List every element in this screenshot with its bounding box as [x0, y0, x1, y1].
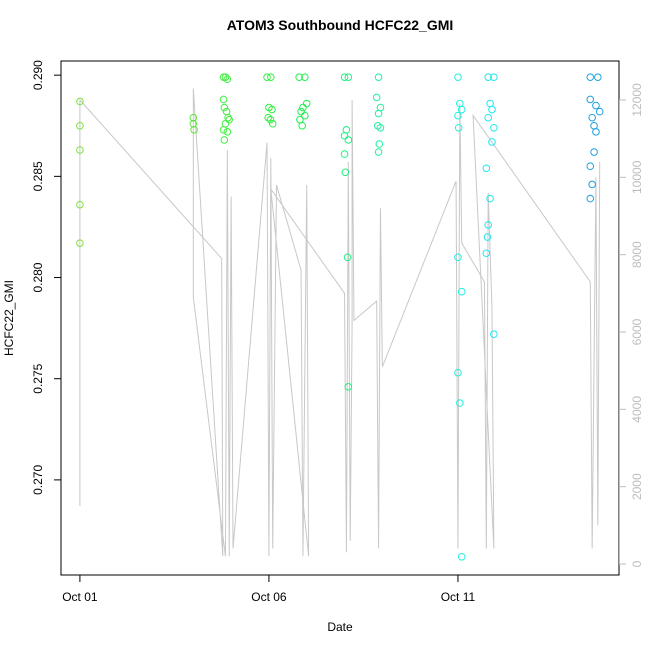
data-point — [295, 73, 303, 81]
data-point — [268, 119, 277, 128]
data-point — [219, 95, 228, 104]
data-point — [341, 168, 350, 177]
data-point — [76, 239, 84, 247]
plot-frame — [60, 60, 620, 576]
data-point — [374, 109, 383, 118]
data-point — [594, 73, 602, 81]
data-point — [344, 136, 353, 144]
data-point — [268, 105, 276, 114]
data-point — [189, 113, 198, 122]
data-point — [220, 136, 229, 144]
data-point — [484, 221, 492, 229]
data-point — [340, 132, 349, 140]
y2-tick-label: 6000 — [630, 318, 644, 345]
data-point — [301, 73, 309, 81]
y-tick-label: 0.275 — [31, 363, 45, 393]
y-tick-label: 0.280 — [31, 262, 45, 292]
data-point — [344, 383, 353, 391]
data-point — [488, 105, 496, 114]
data-point — [343, 253, 352, 262]
data-point — [76, 200, 84, 209]
y2-tick-label: 8000 — [630, 241, 644, 268]
x-tick-label: Oct 06 — [251, 590, 287, 604]
data-point — [482, 249, 491, 258]
data-point — [223, 75, 232, 84]
data-point — [264, 113, 272, 122]
data-point — [454, 253, 462, 262]
altitude-line — [79, 88, 601, 557]
data-point — [592, 128, 600, 136]
x-tick-label: Oct 01 — [62, 590, 98, 604]
data-point — [490, 330, 498, 338]
data-point — [374, 73, 383, 81]
x-axis-label: Date — [327, 620, 353, 634]
data-point — [190, 126, 198, 134]
data-point — [490, 123, 498, 132]
data-point — [223, 128, 232, 136]
data-point — [483, 233, 492, 241]
y-tick-label: 0.290 — [31, 60, 45, 90]
data-point — [263, 73, 271, 81]
data-point — [76, 146, 84, 154]
data-point — [302, 99, 311, 108]
data-point — [221, 73, 230, 81]
data-point — [595, 107, 604, 116]
data-point — [374, 148, 383, 156]
data-point — [225, 115, 234, 124]
data-point — [588, 180, 596, 189]
data-point — [588, 113, 596, 122]
data-point — [340, 73, 349, 81]
y2-tick-label: 0 — [630, 560, 644, 567]
data-point — [344, 73, 353, 81]
data-point — [266, 115, 275, 124]
data-point — [586, 194, 595, 203]
y-axis-label: HCFC22_GMI — [2, 280, 16, 356]
y2-tick-label: 10000 — [630, 160, 644, 194]
data-point — [454, 73, 462, 81]
x-tick-label: Oct 11 — [441, 590, 476, 604]
data-point — [586, 73, 595, 81]
data-point — [376, 123, 385, 132]
data-point — [590, 148, 598, 156]
data-point — [457, 287, 466, 296]
data-point — [267, 73, 275, 81]
data-point — [586, 95, 595, 104]
data-point — [454, 368, 462, 377]
data-point — [486, 194, 494, 203]
data-point — [592, 101, 600, 110]
data-point — [482, 164, 491, 173]
data-point — [340, 150, 349, 158]
y2-tick-label: 12000 — [630, 83, 644, 117]
data-point — [457, 105, 466, 114]
data-point — [301, 111, 309, 120]
data-point — [484, 113, 492, 122]
data-point — [490, 73, 498, 81]
data-point — [454, 123, 463, 132]
data-point — [488, 138, 496, 146]
y2-tick-label: 2000 — [630, 473, 644, 500]
data-point — [220, 103, 229, 112]
data-point — [454, 111, 462, 120]
data-point — [76, 97, 84, 106]
data-point — [484, 73, 492, 81]
data-point — [299, 103, 307, 112]
data-point — [456, 399, 464, 407]
data-point — [586, 162, 595, 171]
data-point — [375, 140, 384, 148]
data-point — [224, 113, 232, 122]
data-point — [298, 121, 306, 130]
data-point — [76, 121, 84, 130]
data-point — [457, 552, 466, 561]
data-point — [219, 73, 228, 81]
y-tick-label: 0.285 — [31, 161, 45, 191]
y-tick-label: 0.270 — [31, 465, 45, 495]
data-point — [372, 93, 381, 102]
data-point — [219, 126, 228, 134]
data-point — [297, 107, 305, 116]
chart-title: ATOM3 Southbound HCFC22_GMI — [227, 17, 454, 33]
y2-tick-label: 4000 — [630, 396, 644, 423]
